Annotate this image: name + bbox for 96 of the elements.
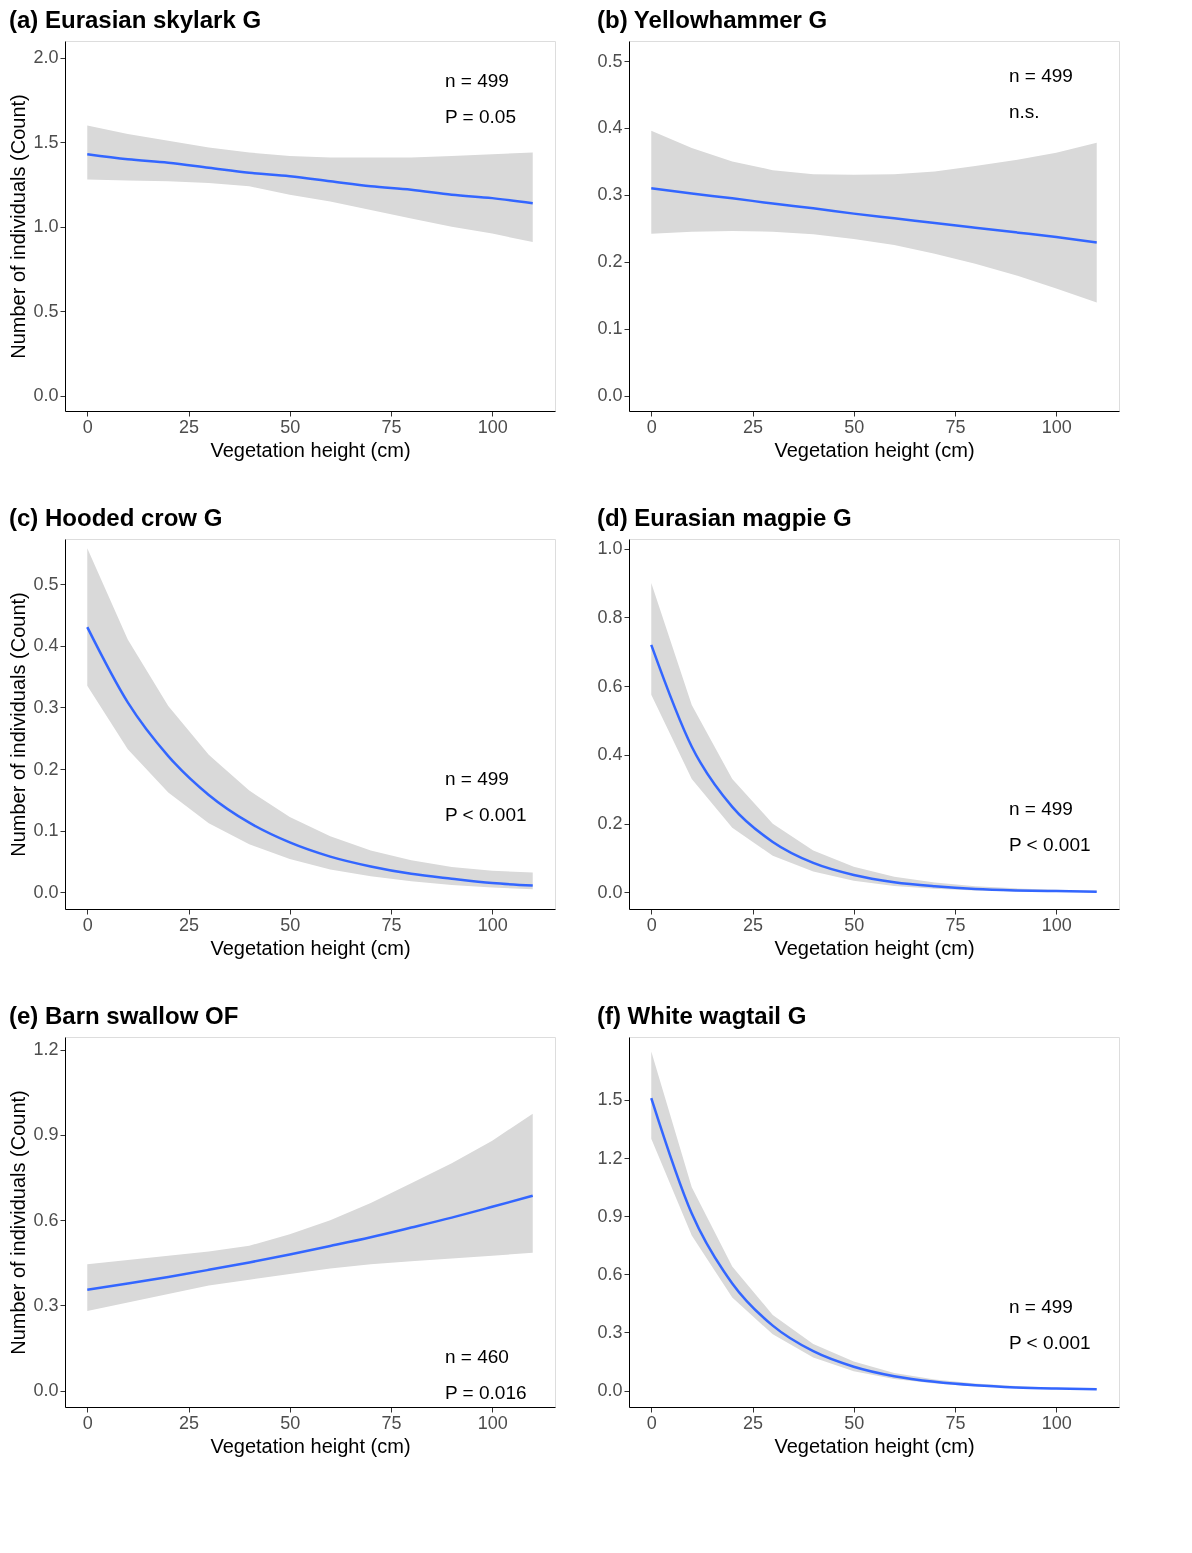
x-tick-label: 100: [1041, 914, 1072, 935]
x-tick-label: 50: [844, 914, 865, 935]
x-tick-label: 75: [945, 1412, 966, 1433]
chart-title: (a) Eurasian skylark G: [8, 6, 262, 33]
x-tick-label: 100: [477, 914, 508, 935]
annotation: n = 499: [1009, 798, 1073, 819]
y-tick-label: 0.1: [597, 318, 623, 339]
x-tick-label: 25: [743, 1412, 764, 1433]
y-tick-label: 1.0: [33, 216, 59, 237]
x-axis-title: Vegetation height (cm): [210, 1434, 411, 1457]
x-tick-label: 75: [381, 914, 402, 935]
y-tick-label: 0.0: [597, 881, 623, 902]
y-tick-label: 1.2: [33, 1039, 59, 1060]
line-series: [650, 186, 1098, 244]
x-tick-label: 50: [280, 914, 301, 935]
x-axis-title: Vegetation height (cm): [210, 936, 411, 959]
y-tick-label: 0.0: [597, 1380, 623, 1401]
x-tick-label: 100: [477, 1412, 508, 1433]
y-tick-label: 0.6: [597, 1263, 623, 1284]
y-tick-label: 0.6: [597, 675, 623, 696]
y-tick-label: 1.5: [597, 1089, 623, 1110]
annotation: n = 499: [1009, 1296, 1073, 1317]
x-tick-label: 50: [844, 1412, 865, 1433]
x-tick-label: 0: [82, 1412, 93, 1433]
x-tick-label: 75: [381, 416, 402, 437]
y-tick-label: 0.4: [597, 117, 623, 138]
x-tick-label: 75: [945, 416, 966, 437]
x-tick-label: 75: [945, 914, 966, 935]
annotation: n = 460: [445, 1346, 509, 1367]
y-tick-label: 0.2: [597, 251, 623, 272]
annotation: n = 499: [445, 70, 509, 91]
x-tick-label: 50: [280, 1412, 301, 1433]
x-axis-title: Vegetation height (cm): [774, 936, 975, 959]
annotation: P = 0.016: [445, 1382, 527, 1403]
y-tick-label: 0.4: [33, 635, 59, 656]
annotation: n = 499: [445, 768, 509, 789]
x-tick-label: 0: [82, 914, 93, 935]
y-tick-label: 2.0: [33, 47, 59, 68]
annotation: n = 499: [1009, 65, 1073, 86]
x-tick-label: 25: [179, 914, 200, 935]
y-axis-title: Number of individuals (Count): [7, 94, 30, 359]
x-tick-label: 0: [646, 1412, 657, 1433]
x-tick-label: 100: [477, 416, 508, 437]
y-tick-label: 0.3: [33, 1294, 59, 1315]
x-axis-title: Vegetation height (cm): [774, 438, 975, 461]
y-axis-title: Number of individuals (Count): [7, 1090, 30, 1355]
x-tick-label: 25: [179, 416, 200, 437]
y-tick-label: 0.1: [33, 820, 59, 841]
x-tick-label: 100: [1041, 1412, 1072, 1433]
chart-title: (b) Yellowhammer G: [596, 6, 828, 33]
line-series: [650, 643, 1098, 894]
line-series: [86, 625, 534, 887]
x-tick-label: 0: [646, 914, 657, 935]
annotation: P < 0.001: [445, 804, 527, 825]
x-tick-label: 25: [179, 1412, 200, 1433]
x-tick-label: 0: [82, 416, 93, 437]
y-tick-label: 1.5: [33, 131, 59, 152]
y-tick-label: 0.0: [33, 881, 59, 902]
y-tick-label: 0.2: [33, 758, 59, 779]
chart-title: (e) Barn swallow OF: [8, 1002, 239, 1029]
chart-title: (c) Hooded crow G: [8, 504, 223, 531]
y-tick-label: 1.0: [597, 538, 623, 559]
y-tick-label: 0.0: [33, 1380, 59, 1401]
x-tick-label: 75: [381, 1412, 402, 1433]
y-tick-label: 0.2: [597, 813, 623, 834]
y-tick-label: 0.3: [597, 1321, 623, 1342]
annotation: P < 0.001: [1009, 834, 1091, 855]
y-tick-label: 0.6: [33, 1209, 59, 1230]
y-tick-label: 1.2: [597, 1147, 623, 1168]
y-tick-label: 0.0: [33, 385, 59, 406]
y-tick-label: 0.3: [597, 184, 623, 205]
line-series: [86, 152, 534, 205]
chart-title: (f) White wagtail G: [596, 1002, 807, 1029]
y-tick-label: 0.5: [597, 50, 623, 71]
y-tick-label: 0.8: [597, 606, 623, 627]
y-tick-label: 0.5: [33, 573, 59, 594]
y-tick-label: 0.4: [597, 744, 623, 765]
y-tick-label: 0.0: [597, 385, 623, 406]
annotation: P = 0.05: [445, 106, 516, 127]
y-tick-label: 0.9: [597, 1205, 623, 1226]
x-axis-title: Vegetation height (cm): [210, 438, 411, 461]
x-tick-label: 50: [844, 416, 865, 437]
x-tick-label: 25: [743, 914, 764, 935]
y-tick-label: 0.5: [33, 300, 59, 321]
y-tick-label: 0.3: [33, 696, 59, 717]
x-tick-label: 100: [1041, 416, 1072, 437]
chart-title: (d) Eurasian magpie G: [596, 504, 852, 531]
annotation: n.s.: [1009, 101, 1040, 122]
y-tick-label: 0.9: [33, 1124, 59, 1145]
x-tick-label: 25: [743, 416, 764, 437]
x-tick-label: 0: [646, 416, 657, 437]
annotation: P < 0.001: [1009, 1332, 1091, 1353]
x-tick-label: 50: [280, 416, 301, 437]
line-series: [86, 1194, 534, 1291]
y-axis-title: Number of individuals (Count): [7, 592, 30, 857]
x-axis-title: Vegetation height (cm): [774, 1434, 975, 1457]
